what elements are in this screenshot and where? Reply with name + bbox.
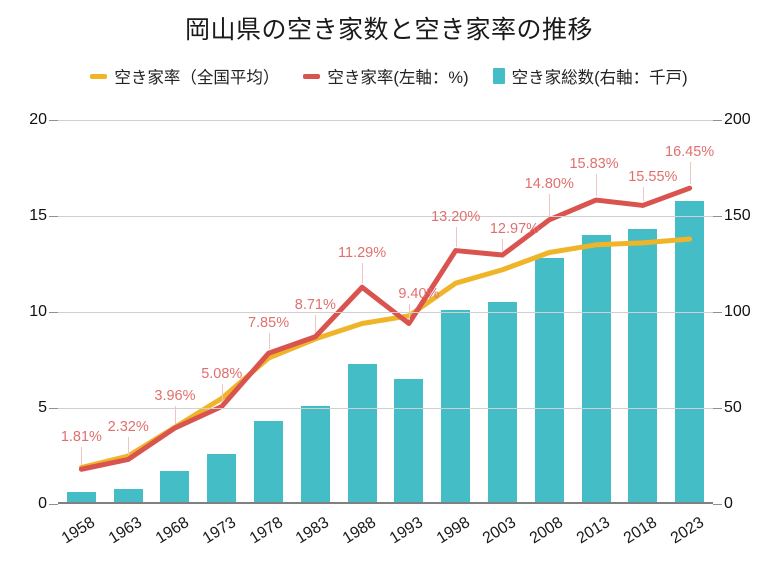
- right-axis-tick: 150: [724, 207, 751, 224]
- bar[interactable]: [347, 363, 377, 504]
- bar[interactable]: [207, 454, 237, 504]
- bar[interactable]: [487, 302, 517, 504]
- plot-area: 0 5 10 15 20 0 50 100 150 200 1.81% 2.32% 3.96% 5.08%…: [29, 112, 751, 512]
- bar[interactable]: [581, 235, 611, 504]
- x-axis-line: [58, 502, 713, 504]
- data-label: 8.71%: [294, 296, 336, 313]
- data-label-leader: [549, 193, 551, 216]
- right-axis-tick: 50: [724, 399, 742, 416]
- x-axis-label: 1963: [105, 514, 146, 548]
- data-label: 12.97%: [489, 220, 540, 237]
- x-axis-label: 2013: [573, 514, 614, 548]
- legend-swatch-line-icon: [303, 73, 321, 79]
- gridline: [58, 120, 713, 121]
- bar[interactable]: [113, 488, 143, 504]
- data-label-leader: [642, 187, 644, 202]
- bar[interactable]: [254, 421, 284, 504]
- gridline: [58, 408, 713, 409]
- legend-swatch-bar-icon: [492, 68, 505, 84]
- data-label-leader: [502, 238, 504, 251]
- x-axis-label: 2023: [667, 514, 707, 548]
- x-axis-labels: 1958 1963 1968 1973 1978 1983 1988 1993 1998 2003…: [58, 508, 713, 564]
- data-label: 15.83%: [569, 156, 619, 173]
- right-axis-tick: 100: [724, 303, 751, 320]
- bar[interactable]: [160, 471, 190, 504]
- bar[interactable]: [628, 229, 658, 504]
- legend-label: 空き家率(左軸：%): [327, 69, 469, 87]
- bar[interactable]: [534, 258, 564, 504]
- x-axis-label: 2018: [620, 514, 660, 548]
- x-axis-label: 1978: [246, 514, 286, 548]
- x-axis-label: 1998: [433, 514, 473, 548]
- right-axis-tick: 0: [724, 495, 733, 512]
- data-label: 5.08%: [201, 366, 243, 383]
- data-label: 14.80%: [524, 175, 574, 192]
- right-axis-tick: 200: [724, 111, 751, 128]
- data-label-leader: [408, 303, 410, 320]
- right-axis-tick-mark: [713, 504, 722, 505]
- data-label: 9.40%: [398, 285, 440, 302]
- bar[interactable]: [441, 310, 471, 504]
- data-label-leader: [455, 226, 457, 247]
- legend-label: 空き家率（全国平均）: [114, 69, 280, 87]
- x-axis-label: 1968: [152, 514, 192, 548]
- left-axis-tick-mark: [49, 408, 58, 409]
- data-label-leader: [81, 447, 83, 466]
- gridline: [58, 312, 713, 313]
- data-label-leader: [268, 333, 270, 350]
- x-axis-label: 1973: [199, 514, 239, 548]
- left-axis-tick-mark: [49, 312, 58, 313]
- data-label: 11.29%: [338, 245, 387, 262]
- legend-item-2[interactable]: 空き家総数(右軸：千戸): [492, 64, 688, 88]
- data-label: 3.96%: [154, 387, 196, 404]
- left-axis-tick-mark: [49, 216, 58, 217]
- bar[interactable]: [66, 492, 96, 504]
- gridline: [58, 216, 713, 217]
- data-label: 7.85%: [247, 315, 290, 332]
- legend-label: 空き家総数(右軸：千戸): [511, 69, 688, 87]
- chart-title: 岡山県の空き家数と空き家率の推移: [184, 16, 593, 44]
- data-label-leader: [362, 263, 364, 284]
- data-label: 16.45%: [665, 144, 715, 161]
- legend-swatch-line-icon: [90, 73, 108, 79]
- line-path: [78, 236, 693, 471]
- data-label-leader: [174, 405, 176, 424]
- right-axis-tick-mark: [713, 120, 722, 121]
- right-axis-tick-mark: [713, 312, 722, 313]
- x-axis-label: 2008: [527, 514, 567, 548]
- data-label-leader: [689, 162, 691, 185]
- x-axis-label: 1958: [59, 514, 99, 548]
- legend-item-1[interactable]: 空き家率(左軸：%): [303, 64, 469, 88]
- line-path: [78, 185, 693, 472]
- bar[interactable]: [675, 200, 705, 504]
- right-axis-tick-mark: [713, 408, 722, 409]
- data-label: 15.55%: [628, 169, 678, 186]
- data-label: 2.32%: [107, 419, 149, 436]
- x-axis-label: 1983: [293, 514, 333, 548]
- chart-legend: 空き家率（全国平均） 空き家率(左軸：%) 空き家総数(右軸：千戸): [0, 64, 778, 88]
- data-label-leader: [221, 384, 223, 403]
- line-series: [78, 185, 693, 472]
- x-axis-label: 1993: [386, 514, 426, 548]
- x-axis-label: 1988: [339, 514, 380, 548]
- right-axis-tick-mark: [713, 216, 722, 217]
- bar[interactable]: [394, 379, 424, 504]
- data-label-leader: [596, 174, 598, 197]
- x-axis-label: 2003: [480, 514, 520, 548]
- data-label-leader: [128, 437, 130, 456]
- data-label: 13.20%: [431, 208, 481, 225]
- left-axis-tick: 5: [38, 399, 47, 416]
- bar-series: [58, 120, 713, 504]
- data-label-leader: [315, 314, 317, 333]
- bar[interactable]: [300, 406, 330, 504]
- legend-item-0[interactable]: 空き家率（全国平均）: [90, 64, 279, 88]
- left-axis-tick-mark: [49, 120, 58, 121]
- data-label: 1.81%: [60, 429, 102, 446]
- left-axis-tick: 15: [29, 207, 47, 224]
- left-axis-tick: 10: [29, 303, 47, 320]
- left-axis-tick: 20: [29, 111, 47, 128]
- left-axis-tick-mark: [49, 504, 58, 505]
- left-axis-tick: 0: [38, 495, 47, 512]
